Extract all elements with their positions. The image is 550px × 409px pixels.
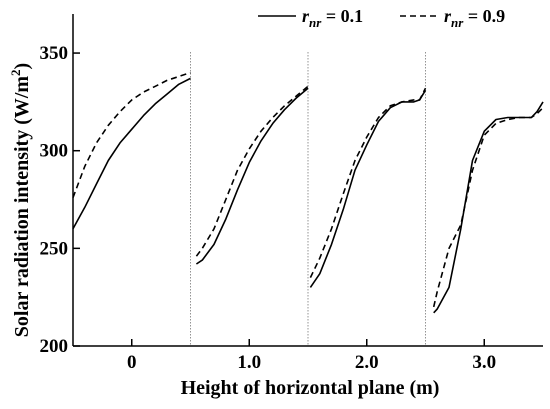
legend-label-1: rnr = 0.9	[444, 6, 505, 30]
series-0-segment-1	[195, 87, 309, 265]
series-1-segment-3	[432, 107, 544, 308]
series-1-segment-0	[72, 71, 191, 198]
x-axis-title: Height of horizontal plane (m)	[181, 377, 440, 399]
legend: rnr = 0.1 rnr = 0.9	[258, 6, 505, 30]
y-axis-title: Solar radiation intensity (W/m2)	[8, 63, 33, 337]
x-tick-label-2: 2.0	[355, 352, 379, 373]
legend-label-0: rnr = 0.1	[302, 6, 363, 30]
series-layer	[72, 71, 544, 314]
series-0-segment-2	[309, 89, 427, 288]
legend-sub-0: nr	[309, 15, 322, 30]
legend-sub-1: nr	[451, 15, 464, 30]
legend-entry-1: rnr = 0.9	[400, 6, 505, 30]
x-tick-label-1: 1.0	[237, 352, 261, 373]
axes	[72, 14, 543, 347]
legend-var-0: r	[302, 6, 310, 26]
y-axis-title-main: Solar radiation intensity (W/m	[11, 76, 33, 338]
plane-separators	[190, 52, 426, 346]
legend-entry-0: rnr = 0.1	[258, 6, 363, 30]
x-tick-label-3: 3.0	[472, 352, 496, 373]
y-tick-label-0: 200	[40, 336, 69, 357]
y-axis-title-end: )	[11, 63, 33, 70]
series-0-segment-3	[433, 101, 544, 314]
x-ticks: 0 1.0 2.0 3.0	[127, 339, 496, 373]
y-tick-label-1: 250	[40, 238, 69, 259]
series-1-segment-2	[309, 87, 427, 278]
series-1-segment-1	[195, 85, 309, 257]
legend-eq-0: = 0.1	[321, 6, 363, 26]
legend-var-1: r	[444, 6, 452, 26]
x-tick-label-0: 0	[127, 352, 137, 373]
series-0-segment-0	[72, 77, 191, 230]
y-tick-label-3: 350	[40, 43, 69, 64]
y-ticks: 200 250 300 350	[40, 43, 80, 357]
legend-eq-1: = 0.9	[463, 6, 505, 26]
y-axis-title-superscript: 2	[8, 69, 23, 76]
y-tick-label-2: 300	[40, 141, 69, 162]
